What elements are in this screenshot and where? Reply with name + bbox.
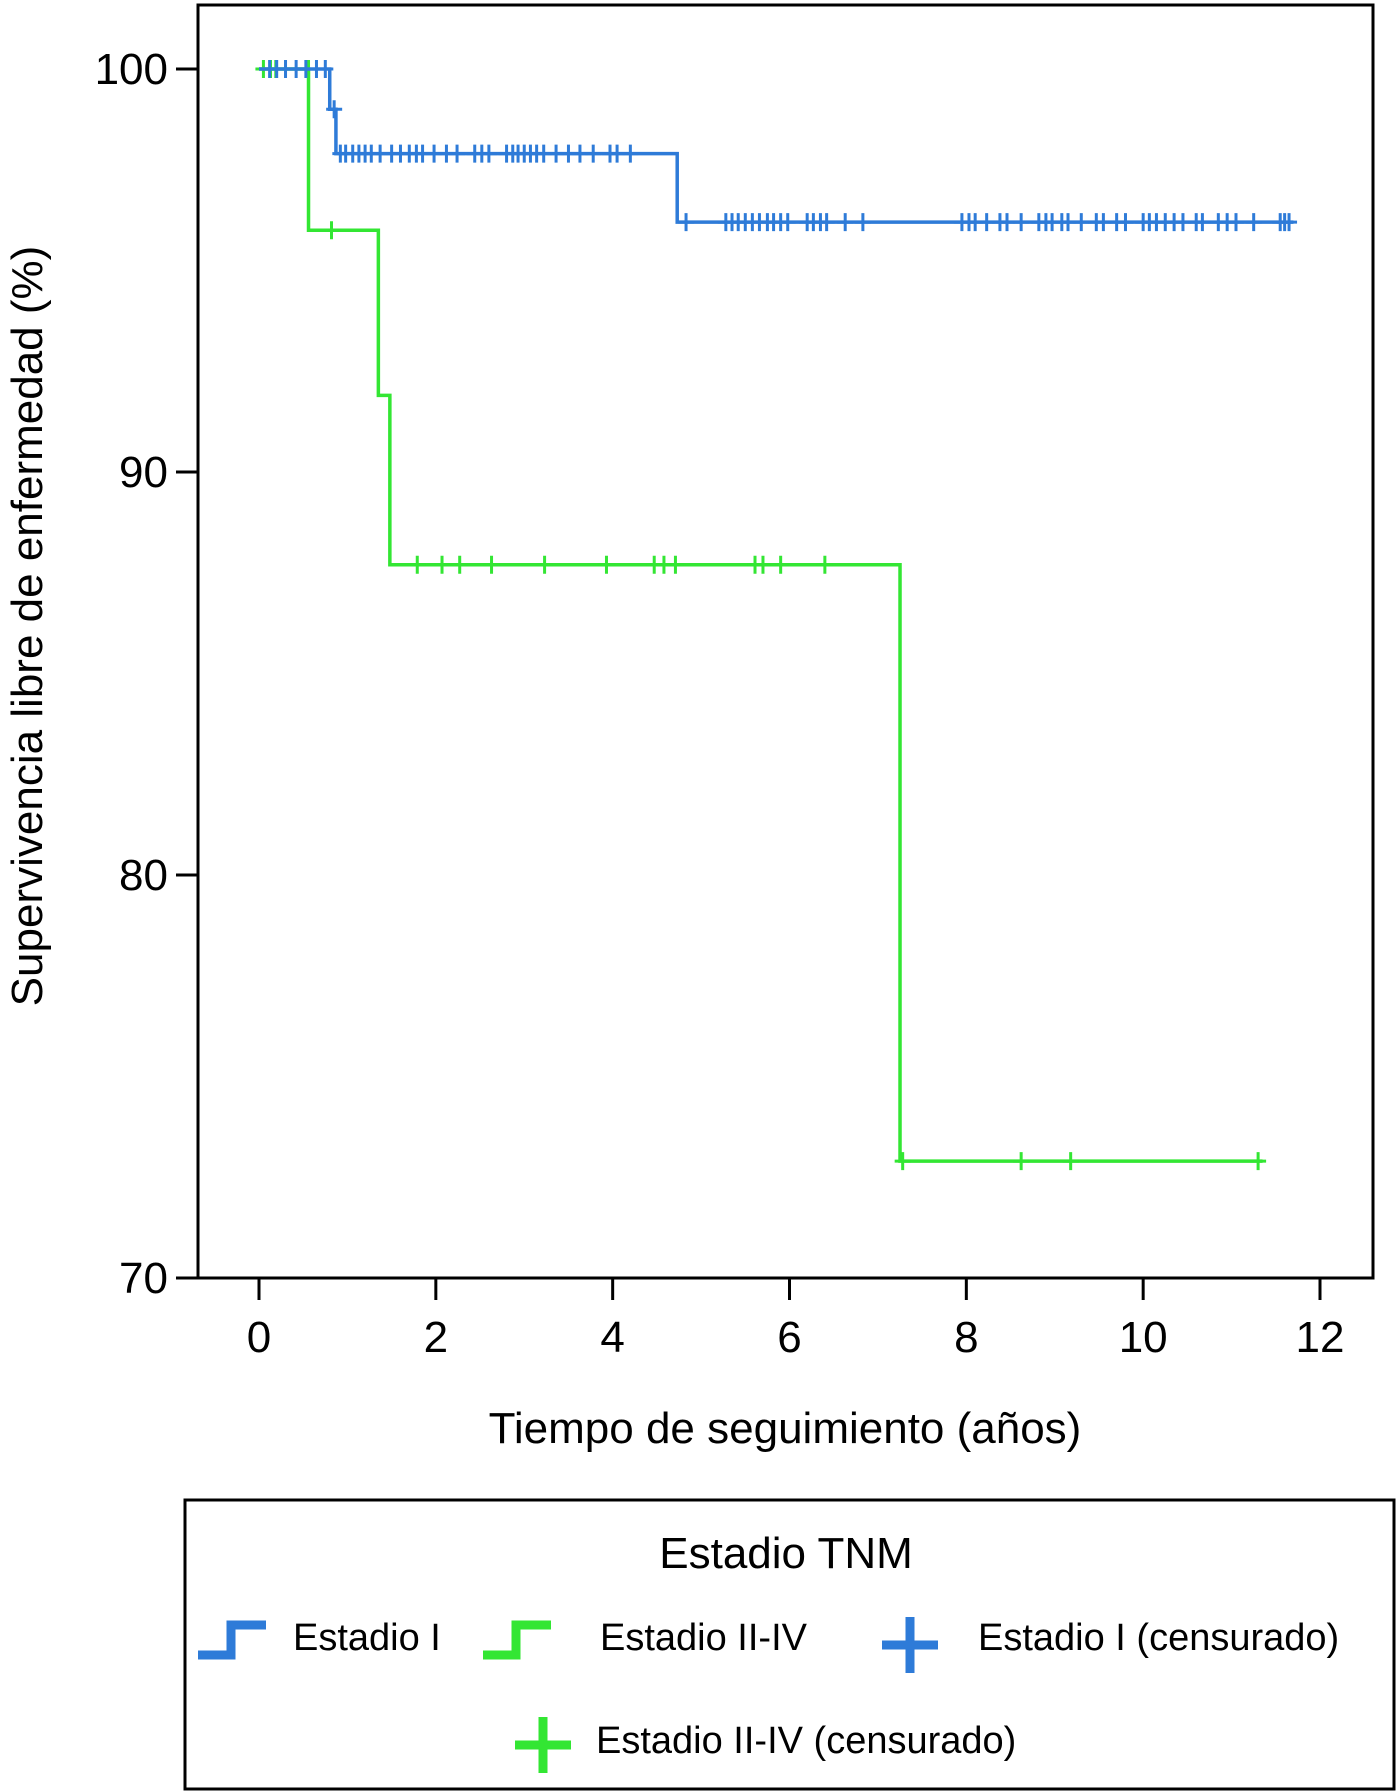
series-layer (255, 60, 1298, 1171)
censor-mark-estadio-ii-iv (1250, 1152, 1267, 1171)
legend-label: Estadio II-IV (600, 1617, 808, 1659)
legend-plus-icon (882, 1617, 938, 1673)
censor-mark-estadio-ii-iv (434, 555, 451, 574)
censor-mark-estadio-i (678, 213, 695, 232)
censor-mark-estadio-ii-iv (894, 1152, 911, 1171)
censor-mark-estadio-i (1013, 213, 1030, 232)
censor-mark-estadio-ii-iv (598, 555, 615, 574)
x-tick-label: 2 (424, 1313, 448, 1362)
censor-mark-estadio-i (1117, 213, 1134, 232)
y-tick-label: 70 (119, 1254, 168, 1303)
y-axis-title: Supervivencia libre de enfermedad (%) (3, 246, 52, 1007)
legend-step-icon (483, 1620, 551, 1660)
km-curve-estadio-i (259, 67, 1294, 224)
censor-mark-estadio-ii-iv (323, 221, 340, 240)
x-tick-label: 12 (1296, 1313, 1345, 1362)
censor-mark-estadio-i (449, 144, 466, 163)
censor-mark-estadio-i (1228, 213, 1244, 232)
censor-mark-estadio-i (326, 100, 343, 119)
censor-mark-estadio-i (1194, 213, 1211, 232)
censor-mark-estadio-i (1245, 213, 1262, 232)
x-tick-label: 4 (600, 1313, 624, 1362)
y-tick-label: 100 (95, 45, 168, 94)
censor-mark-estadio-i (1281, 213, 1298, 232)
y-tick-label: 80 (119, 851, 168, 900)
legend-plus-icon (515, 1717, 571, 1773)
y-tick-label: 90 (119, 448, 168, 497)
x-tick-label: 10 (1119, 1313, 1168, 1362)
censor-mark-estadio-i (1073, 213, 1090, 232)
censor-mark-estadio-ii-iv (1062, 1152, 1079, 1171)
censor-mark-estadio-ii-iv (816, 555, 833, 574)
legend-label: Estadio I (censurado) (978, 1617, 1339, 1659)
legend-frame (183, 1498, 1396, 1791)
legend-step-icon (198, 1620, 266, 1660)
legend: Estadio TNM Estadio I Estadio II-IV Estadi… (183, 1498, 1396, 1791)
censor-mark-estadio-ii-iv (754, 555, 771, 574)
y-axis: 70 80 90 100 (95, 45, 198, 1303)
censor-mark-estadio-i (480, 144, 497, 163)
x-tick-label: 8 (954, 1313, 978, 1362)
censor-mark-estadio-i (854, 213, 871, 232)
censor-mark-estadio-i (622, 144, 639, 163)
censor-mark-estadio-ii-iv (409, 555, 426, 574)
x-axis-title: Tiempo de seguimiento (años) (489, 1404, 1082, 1453)
censor-mark-estadio-ii-iv (483, 555, 500, 574)
censor-mark-estadio-ii-iv (451, 555, 468, 574)
legend-label: Estadio II-IV (censurado) (596, 1720, 1016, 1762)
x-tick-label: 0 (247, 1313, 271, 1362)
censor-mark-estadio-ii-iv (772, 555, 789, 574)
censor-mark-estadio-ii-iv (667, 555, 684, 574)
plot-frame (196, 3, 1375, 1280)
censor-mark-estadio-i (818, 213, 835, 232)
legend-title: Estadio TNM (659, 1529, 913, 1578)
legend-label: Estadio I (293, 1617, 441, 1659)
censor-mark-estadio-ii-iv (1013, 1152, 1030, 1171)
km-curve-estadio-ii-iv (259, 67, 1263, 1163)
censor-mark-estadio-i (999, 213, 1016, 232)
x-tick-label: 6 (777, 1313, 801, 1362)
legend-entries: Estadio I Estadio II-IV Estadio I (censura… (198, 1617, 1339, 1773)
x-axis: 0 2 4 6 8 10 12 (247, 1278, 1345, 1362)
censor-mark-estadio-i (317, 60, 334, 78)
censor-mark-estadio-i (585, 144, 602, 163)
censor-mark-estadio-i (837, 213, 854, 232)
censor-mark-estadio-ii-iv (536, 555, 553, 574)
censor-mark-estadio-i (779, 213, 796, 232)
